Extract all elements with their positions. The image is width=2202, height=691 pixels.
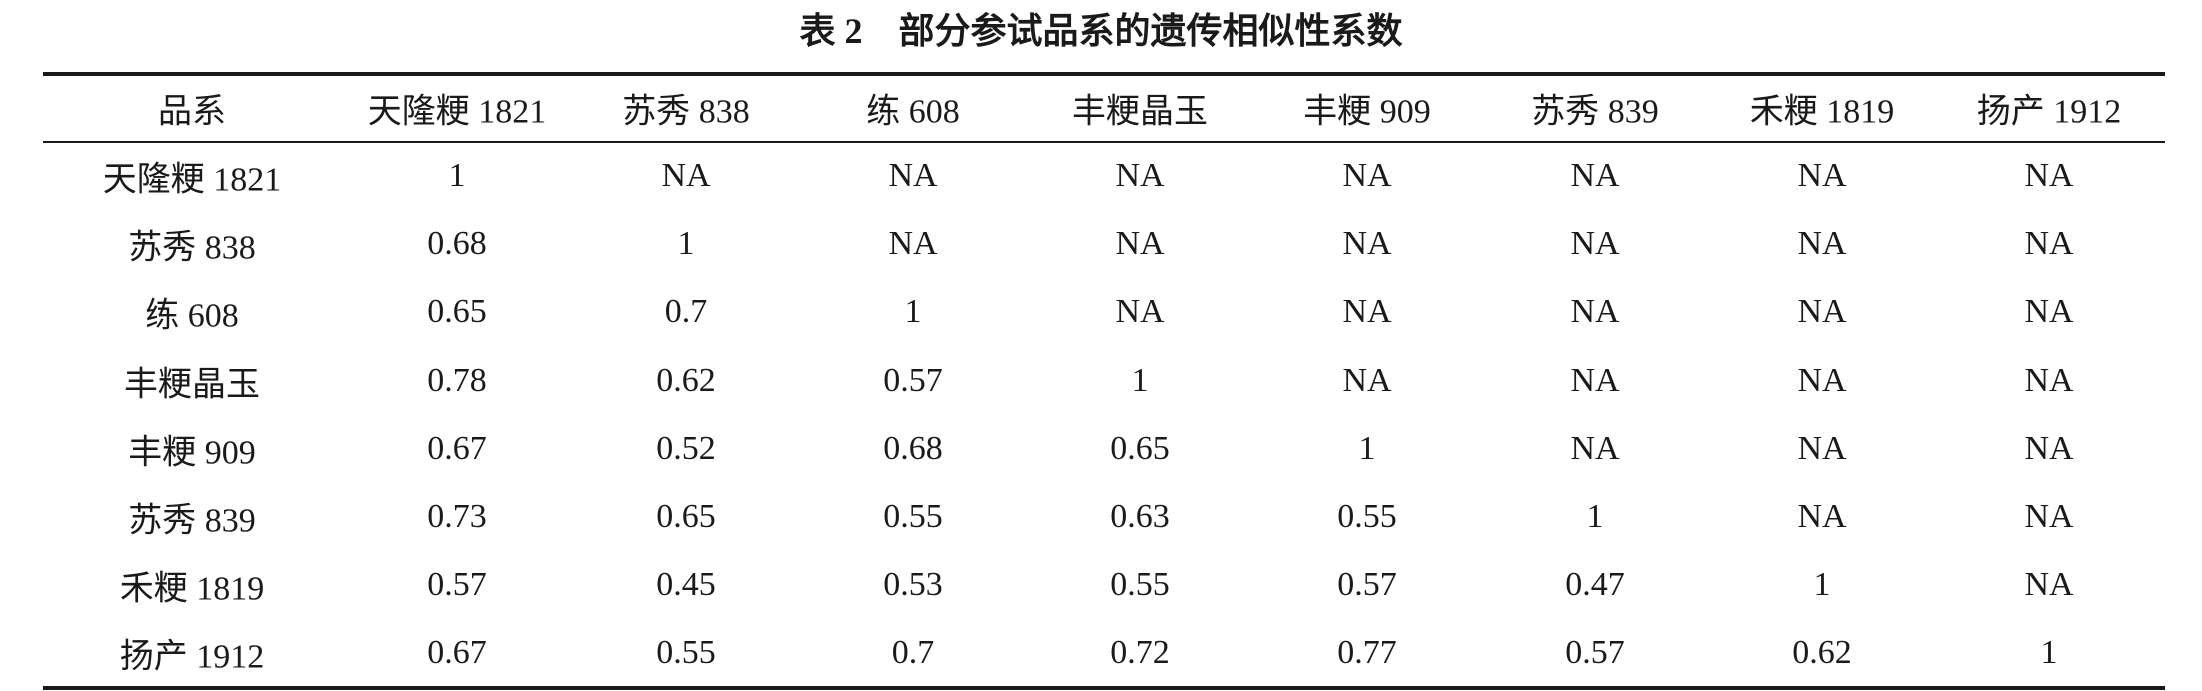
row-label: 扬产 1912 — [119, 638, 265, 676]
cell: 1 — [1586, 498, 1604, 535]
table-title: 表 2 部分参试品系的遗传相似性系数 — [799, 11, 1403, 51]
cell: 1 — [2040, 634, 2058, 672]
header-cell: 丰粳 909 — [1303, 93, 1431, 131]
cell: NA — [1797, 498, 1847, 535]
cell: 0.7 — [891, 634, 935, 672]
cell: 0.65 — [1110, 429, 1170, 467]
cell: 1 — [677, 225, 695, 263]
cell: 0.65 — [656, 498, 716, 535]
cell: NA — [661, 157, 711, 194]
cell: NA — [1797, 225, 1847, 263]
cell: 0.67 — [427, 634, 487, 672]
cell: NA — [2024, 566, 2074, 604]
cell: 0.78 — [427, 361, 487, 399]
cell: 0.47 — [1565, 566, 1625, 604]
cell: NA — [2024, 293, 2074, 331]
cell: 1 — [904, 293, 922, 331]
row-label: 丰粳 909 — [128, 434, 256, 472]
cell: 0.55 — [1337, 498, 1397, 535]
cell: NA — [1797, 429, 1847, 467]
header-cell: 品系 — [158, 93, 226, 131]
cell: NA — [1115, 157, 1165, 194]
cell: NA — [1570, 429, 1620, 467]
bottom-rule — [43, 686, 2165, 690]
cell: NA — [1570, 157, 1620, 194]
cell: 0.53 — [883, 566, 943, 604]
cell: NA — [1115, 293, 1165, 331]
cell: NA — [1570, 361, 1620, 399]
cell: NA — [1797, 293, 1847, 331]
cell: 0.45 — [656, 566, 716, 604]
cell: 0.62 — [656, 361, 716, 399]
cell: 1 — [1131, 361, 1149, 399]
row-label: 天隆粳 1821 — [102, 161, 282, 199]
cell: 0.63 — [1110, 498, 1170, 535]
header-rule — [43, 141, 2165, 143]
cell: NA — [888, 225, 938, 263]
cell: NA — [2024, 498, 2074, 535]
cell: NA — [1342, 225, 1392, 263]
cell: NA — [1570, 225, 1620, 263]
cell: 0.62 — [1792, 634, 1852, 672]
cell: NA — [2024, 361, 2074, 399]
header-cell: 苏秀 838 — [622, 93, 750, 131]
cell: 0.68 — [427, 225, 487, 263]
cell: 0.73 — [427, 498, 487, 535]
header-cell: 禾粳 1819 — [1749, 93, 1895, 131]
cell: NA — [1797, 157, 1847, 194]
cell: NA — [1342, 157, 1392, 194]
header-cell: 天隆粳 1821 — [367, 93, 547, 131]
cell: 0.67 — [427, 429, 487, 467]
cell: 1 — [1358, 429, 1376, 467]
cell: 0.7 — [664, 293, 708, 331]
cell: NA — [2024, 157, 2074, 194]
row-label: 苏秀 838 — [128, 229, 256, 267]
cell: 1 — [448, 157, 466, 194]
cell: 0.55 — [1110, 566, 1170, 604]
cell: NA — [888, 157, 938, 194]
cell: 0.77 — [1337, 634, 1397, 672]
top-rule — [43, 72, 2165, 76]
row-label: 练 608 — [145, 297, 239, 335]
cell: NA — [1342, 361, 1392, 399]
cell: NA — [2024, 429, 2074, 467]
cell: 0.72 — [1110, 634, 1170, 672]
row-label: 苏秀 839 — [128, 502, 256, 540]
header-cell: 练 608 — [866, 93, 960, 131]
cell: 0.57 — [427, 566, 487, 604]
cell: 0.68 — [883, 429, 943, 467]
cell: 0.55 — [656, 634, 716, 672]
cell: NA — [1342, 293, 1392, 331]
header-cell: 丰粳晶玉 — [1072, 93, 1208, 131]
cell: NA — [2024, 225, 2074, 263]
cell: 0.55 — [883, 498, 943, 535]
cell: 1 — [1813, 566, 1831, 604]
row-label: 丰粳晶玉 — [124, 366, 260, 404]
cell: NA — [1570, 293, 1620, 331]
header-cell: 扬产 1912 — [1976, 93, 2122, 131]
cell: 0.65 — [427, 293, 487, 331]
cell: 0.57 — [883, 361, 943, 399]
header-cell: 苏秀 839 — [1531, 93, 1659, 131]
cell: 0.52 — [656, 429, 716, 467]
cell: NA — [1115, 225, 1165, 263]
cell: 0.57 — [1565, 634, 1625, 672]
cell: 0.57 — [1337, 566, 1397, 604]
row-label: 禾粳 1819 — [119, 570, 265, 608]
cell: NA — [1797, 361, 1847, 399]
